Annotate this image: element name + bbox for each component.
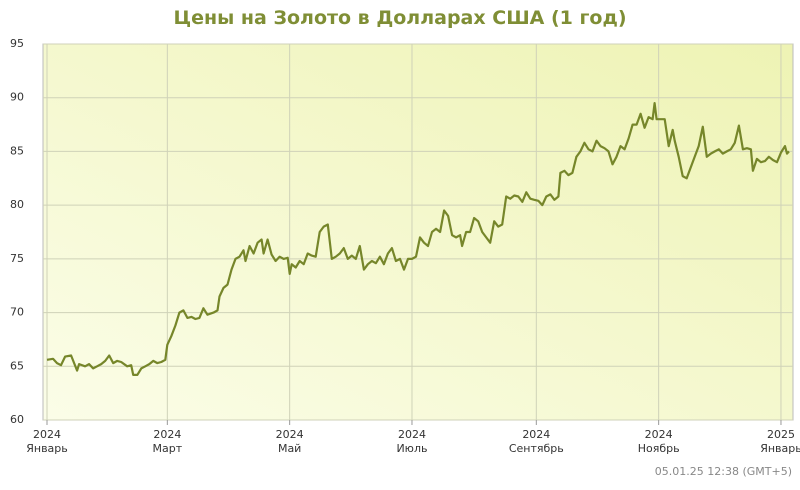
x-tick-label: 2024 Май	[275, 428, 304, 455]
x-tick-label: 2024 Сентябрь	[508, 428, 564, 455]
x-tick-label: 2025 Январь	[760, 428, 800, 455]
x-tick-label: 2024 Ноябрь	[637, 428, 680, 455]
y-tick-label: 80	[10, 198, 24, 211]
y-tick-label: 90	[10, 91, 24, 104]
y-tick-label: 75	[10, 252, 24, 265]
x-tick-label: 2024 Июль	[396, 428, 428, 455]
y-tick-label: 65	[10, 359, 24, 372]
x-tick-label: 2024 Март	[152, 428, 183, 455]
y-tick-label: 95	[10, 37, 24, 50]
timestamp: 05.01.25 12:38 (GMT+5)	[654, 465, 792, 478]
y-tick-label: 60	[10, 413, 24, 426]
plot-area	[42, 43, 794, 421]
x-tick-label: 2024 Январь	[26, 428, 68, 455]
chart-title: Цены на Золото в Долларах США (1 год)	[173, 7, 627, 29]
y-tick-label: 70	[10, 306, 24, 319]
y-tick-label: 85	[10, 144, 24, 157]
price-line	[46, 102, 790, 376]
